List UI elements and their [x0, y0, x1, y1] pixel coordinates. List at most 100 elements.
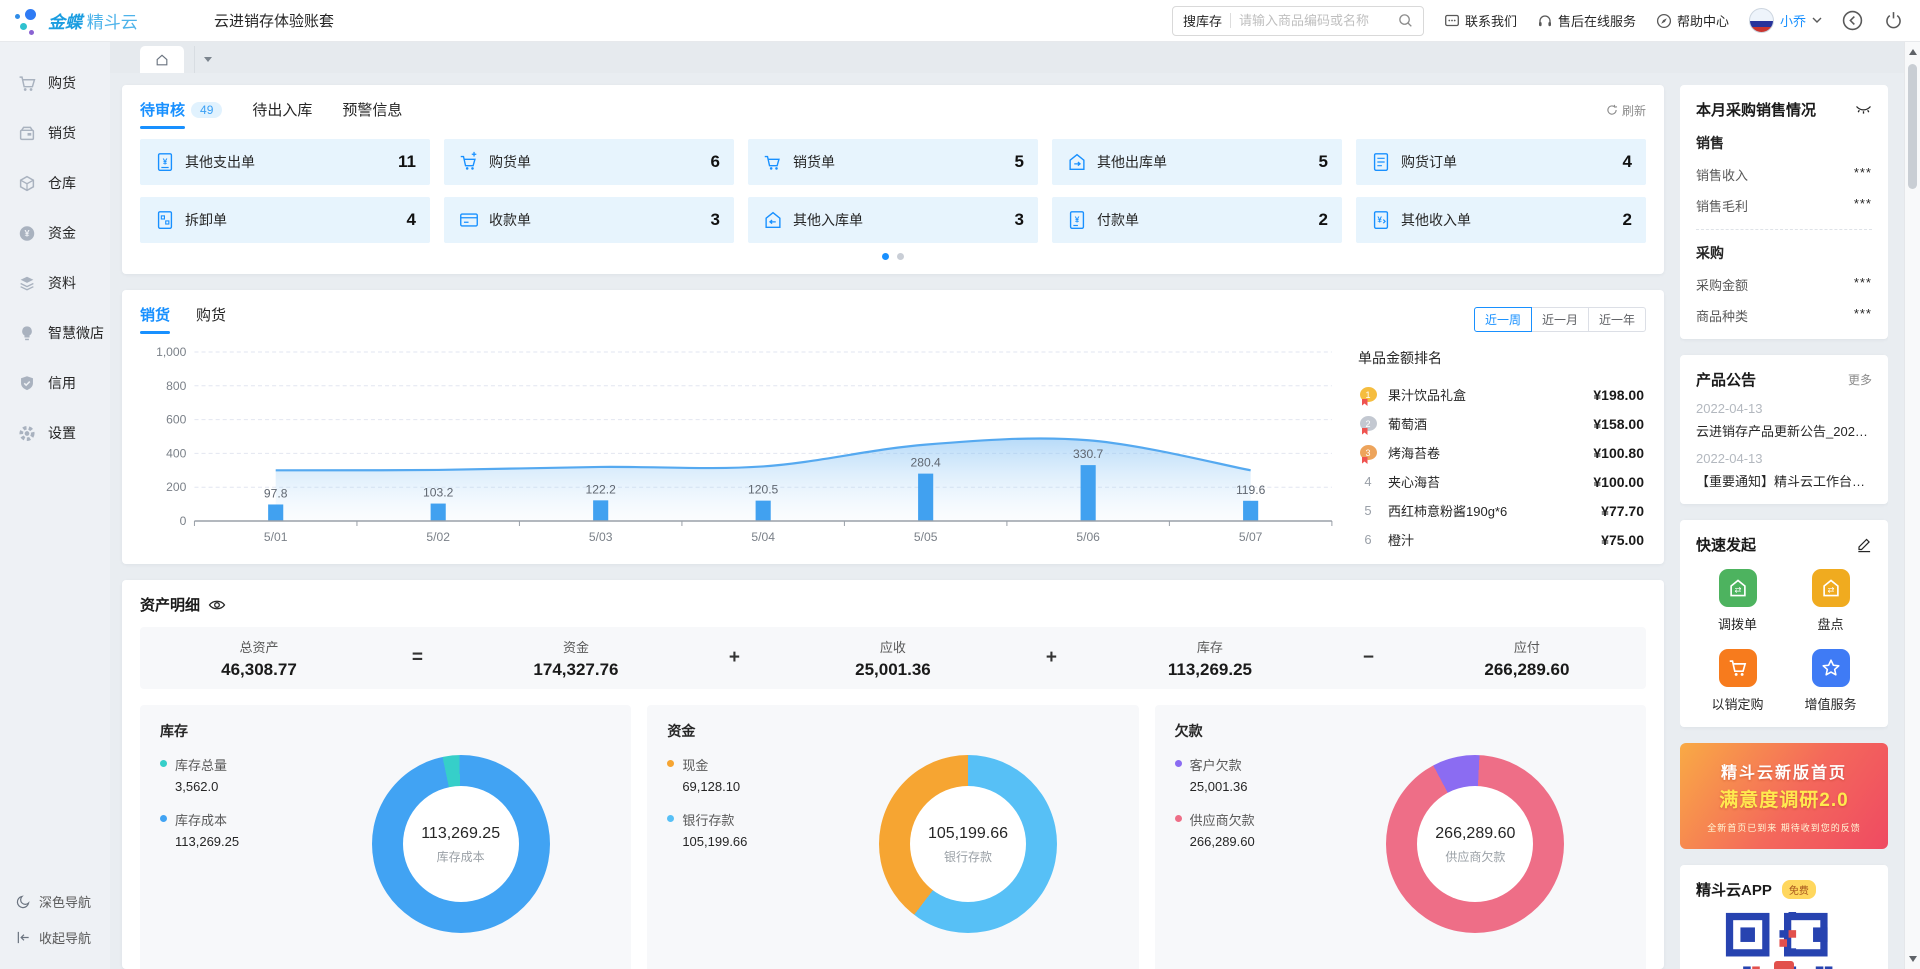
pending-doc-card[interactable]: 购货订单 4: [1356, 139, 1646, 185]
tab-warning-info[interactable]: 预警信息: [342, 99, 402, 129]
sidebar-item-funds[interactable]: ¥ 资金: [0, 208, 110, 258]
dark-nav-toggle[interactable]: 深色导航: [0, 883, 110, 919]
scrollbar-down-arrow[interactable]: [1905, 951, 1920, 967]
survey-banner[interactable]: 精斗云新版首页 满意度调研2.0 全新首页已到来 期待收到您的反馈: [1680, 743, 1888, 849]
quick-action-stocktake[interactable]: ⇄ 盘点: [1789, 569, 1872, 633]
svg-text:5/04: 5/04: [751, 530, 775, 544]
help-center-label: 帮助中心: [1677, 11, 1729, 30]
announcement-link[interactable]: 【重要通知】精斗云工作台域...: [1696, 471, 1872, 490]
tab-purchase[interactable]: 购货: [196, 304, 226, 334]
svg-text:¥: ¥: [24, 228, 29, 238]
item-amount-ranking: 单品金额排名 1果汁饮品礼盒¥198.002葡萄酒¥158.003烤海苔卷¥10…: [1346, 342, 1646, 554]
medal-rank-3-icon: 3: [1360, 445, 1377, 460]
stat-value-masked: ***: [1854, 306, 1872, 325]
sidebar-item-warehouse[interactable]: 仓库: [0, 158, 110, 208]
tab-pending-approval[interactable]: 待审核 49: [140, 99, 222, 129]
pending-doc-card[interactable]: ¥ 其他收入单 2: [1356, 197, 1646, 243]
range-year-button[interactable]: 近一年: [1588, 307, 1646, 332]
pending-doc-card[interactable]: 其他入库单 3: [748, 197, 1038, 243]
eye-icon[interactable]: [208, 598, 226, 612]
donut-chart: 113,269.25 库存成本: [372, 755, 550, 933]
pending-doc-card[interactable]: 收款单 3: [444, 197, 734, 243]
page-tabstrip: [110, 42, 1904, 73]
search-icon[interactable]: [1398, 13, 1413, 28]
search-category-selector[interactable]: 搜库存: [1183, 11, 1222, 30]
svg-text:330.7: 330.7: [1073, 447, 1104, 461]
tab-pending-inout[interactable]: 待出入库: [252, 99, 312, 129]
stat-row: 商品种类 ***: [1696, 306, 1872, 325]
sidebar-item-sales[interactable]: 销货: [0, 108, 110, 158]
eye-closed-icon[interactable]: [1855, 103, 1872, 116]
dark-nav-label: 深色导航: [39, 892, 91, 911]
purchase-section-title: 采购: [1696, 243, 1872, 263]
after-sales-service-link[interactable]: 售后在线服务: [1537, 11, 1636, 30]
formula-value: 25,001.36: [808, 660, 978, 680]
back-circle-icon[interactable]: [1842, 10, 1863, 31]
announcement-link[interactable]: 云进销存产品更新公告_20220...: [1696, 421, 1872, 440]
tab-list-dropdown[interactable]: [194, 46, 220, 73]
pending-doc-card[interactable]: 拆卸单 4: [140, 197, 430, 243]
panel-legend: 客户欠款25,001.36供应商欠款266,289.60: [1175, 755, 1325, 933]
sidebar-item-credit[interactable]: 信用: [0, 358, 110, 408]
quick-action-order-by-sales[interactable]: 以销定购: [1696, 649, 1779, 713]
app-header: 金蝶 精斗云 云进销存体验账套 搜库存 联系我们 售后在线服务 帮助中心 小乔: [0, 0, 1920, 42]
pending-doc-card[interactable]: 其他出库单 5: [1052, 139, 1342, 185]
sidebar-item-data[interactable]: 资料: [0, 258, 110, 308]
doc-count: 5: [1319, 152, 1328, 172]
scrollbar-thumb[interactable]: [1908, 64, 1917, 189]
inventory-search[interactable]: 搜库存: [1172, 6, 1424, 36]
payment-doc-icon: ¥: [1066, 209, 1088, 231]
asset-panel-1: 库存 库存总量3,562.0库存成本113,269.25 113,269.25 …: [140, 705, 631, 969]
pending-doc-card[interactable]: ¥ 其他支出单 11: [140, 139, 430, 185]
user-menu[interactable]: 小乔: [1749, 8, 1822, 33]
page-scrollbar[interactable]: [1904, 42, 1920, 969]
contact-us-link[interactable]: 联系我们: [1444, 11, 1517, 30]
home-tab[interactable]: [140, 46, 184, 73]
quick-action-label: 以销定购: [1711, 694, 1763, 713]
help-center-link[interactable]: 帮助中心: [1656, 11, 1729, 30]
ranking-row: 6橙汁¥75.00: [1358, 525, 1644, 554]
doc-type-label: 其他支出单: [185, 152, 255, 172]
refresh-button[interactable]: 刷新: [1606, 102, 1646, 127]
pending-doc-card[interactable]: 购货单 6: [444, 139, 734, 185]
stat-label: 销售毛利: [1696, 196, 1748, 215]
search-input[interactable]: [1239, 13, 1390, 28]
quick-action-value-added[interactable]: 增值服务: [1789, 649, 1872, 713]
formula-item: 应付266,289.60: [1442, 637, 1612, 680]
announcements-more-link[interactable]: 更多: [1848, 371, 1872, 388]
quick-action-transfer-order[interactable]: ⇄ 调拨单: [1696, 569, 1779, 633]
collapse-nav-button[interactable]: 收起导航: [0, 919, 110, 955]
app-card: 精斗云APP 免费: [1680, 865, 1888, 969]
sidebar-item-purchase[interactable]: 购货: [0, 58, 110, 108]
pending-card: 待审核 49 待出入库 预警信息 刷新: [122, 85, 1664, 274]
edit-pencil-icon[interactable]: [1856, 537, 1872, 553]
sidebar-item-settings[interactable]: 设置: [0, 408, 110, 458]
range-month-button[interactable]: 近一月: [1531, 307, 1589, 332]
avatar[interactable]: [1749, 8, 1774, 33]
quick-launch-card: 快速发起 ⇄ 调拨单 ⇄: [1680, 520, 1888, 727]
sidebar-item-smart-store[interactable]: 智慧微店: [0, 308, 110, 358]
panel-title: 库存: [160, 721, 611, 741]
other-expense-doc-icon: ¥: [154, 151, 176, 173]
sidebar-label: 信用: [48, 373, 76, 393]
pagination-dot[interactable]: [897, 253, 904, 260]
pagination-dot[interactable]: [882, 253, 889, 260]
shield-icon: [18, 375, 36, 392]
power-icon[interactable]: [1883, 10, 1904, 31]
register-icon: [18, 125, 36, 142]
tab-sales[interactable]: 销货: [140, 304, 170, 334]
cart-icon: [18, 75, 36, 92]
pending-doc-card[interactable]: ¥ 付款单 2: [1052, 197, 1342, 243]
disassembly-doc-icon: [154, 209, 176, 231]
pending-doc-card[interactable]: 销货单 5: [748, 139, 1038, 185]
scrollbar-up-arrow[interactable]: [1905, 44, 1920, 60]
legend-value: 105,199.66: [682, 834, 747, 849]
donut-center-label: 库存成本: [372, 848, 550, 865]
formula-value: 266,289.60: [1442, 660, 1612, 680]
app-logo[interactable]: 金蝶 精斗云: [0, 7, 178, 35]
app-qr-code: [1696, 912, 1872, 969]
rank-number: 5: [1364, 503, 1371, 518]
stat-label: 销售收入: [1696, 165, 1748, 184]
range-week-button[interactable]: 近一周: [1474, 307, 1532, 332]
svg-text:97.8: 97.8: [264, 487, 288, 501]
